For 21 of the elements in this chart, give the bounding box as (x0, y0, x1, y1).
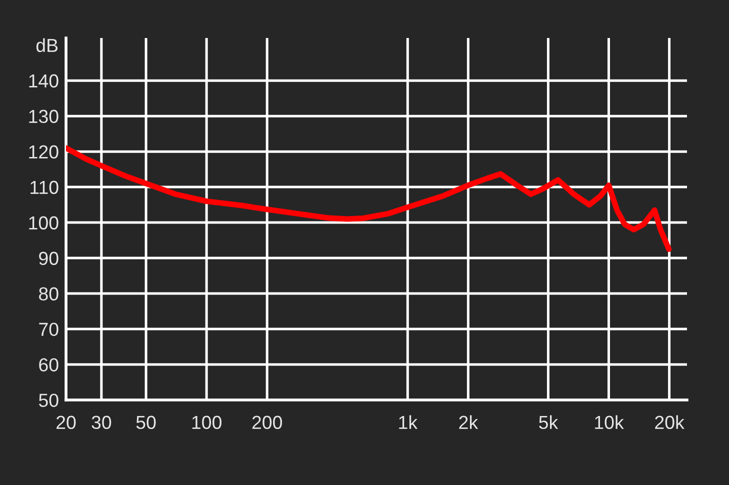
x-tick-label: 1k (399, 415, 418, 429)
y-tick-label: 50 (38, 394, 58, 407)
y-tick-label: 80 (39, 287, 58, 301)
y-tick-label: 110 (30, 180, 58, 194)
x-tick-label: 200 (252, 416, 282, 430)
x-tick-label: 5k (539, 415, 558, 430)
y-tick-label: 120 (29, 145, 58, 159)
y-tick-label: 60 (39, 358, 58, 372)
x-tick-label: 2k (459, 415, 478, 429)
x-tick-label: 20k (655, 415, 684, 430)
y-axis-title: dB (36, 38, 58, 52)
x-tick-label: 10k (595, 415, 624, 430)
y-tick-label: 140 (29, 74, 58, 88)
x-tick-label: 50 (136, 416, 156, 430)
y-tick-label: 100 (29, 216, 58, 230)
x-tick-label: 30 (92, 416, 112, 430)
x-tick-label: 20 (56, 416, 76, 430)
y-tick-label: 130 (29, 110, 58, 124)
y-tick-label: 70 (39, 322, 58, 336)
x-tick-label: 100 (192, 416, 222, 430)
y-tick-label: 90 (39, 252, 58, 266)
